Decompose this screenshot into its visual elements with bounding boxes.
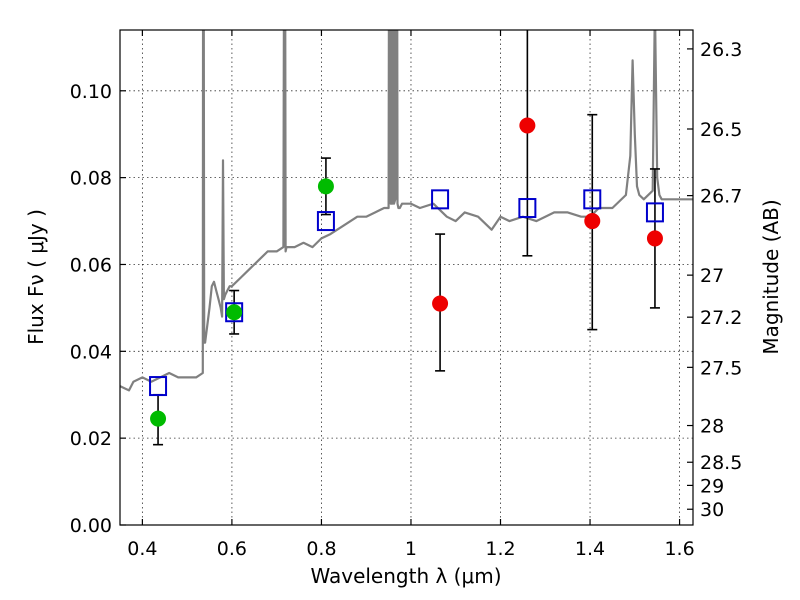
data-point: [519, 117, 536, 134]
plot-area: [120, 30, 693, 446]
y-tick-label: 0.10: [70, 81, 112, 103]
y-tick-label: 0.02: [70, 428, 112, 450]
y-tick-label: 0.04: [70, 341, 112, 363]
y-axis-label: Flux Fν ( μJy ): [24, 209, 48, 345]
x-axis-label: Wavelength λ (μm): [310, 564, 501, 588]
x-tick-label: 0.6: [217, 538, 247, 560]
x-tick-label: 0.4: [127, 538, 157, 560]
mag-tick-label: 27: [700, 265, 724, 287]
mag-tick-label: 26.5: [700, 119, 742, 141]
mag-tick-label: 26.7: [700, 186, 742, 208]
x-tick-label: 0.8: [306, 538, 336, 560]
mag-tick-label: 28.5: [700, 452, 742, 474]
y-tick-label: 0.08: [70, 168, 112, 190]
model-point: [645, 202, 664, 223]
mag-tick-label: 26.3: [700, 39, 742, 61]
mag-tick-label: 27.5: [700, 357, 742, 379]
grid-lines: [120, 30, 693, 526]
axes: 0.4 0.6 0.8 1 1.2 1.4 1.6 0.00 0.02 0.04 0.06 0.08 0…: [70, 30, 742, 560]
data-point: [432, 295, 449, 312]
mag-tick-label: 28: [700, 416, 724, 438]
model-point: [316, 211, 335, 232]
mag-tick-label: 27.2: [700, 307, 742, 329]
mag-tick-label: 29: [700, 475, 724, 497]
data-point: [646, 230, 663, 247]
data-point: [226, 304, 243, 321]
y-tick-label: 0.00: [70, 515, 112, 537]
x-tick-label: 1.2: [485, 538, 515, 560]
data-point: [150, 410, 167, 427]
mag-tick-label: 30: [700, 499, 724, 521]
spectrum-line: [120, 30, 693, 392]
x-tick-label: 1.6: [664, 538, 694, 560]
plot-frame: [119, 29, 694, 526]
model-point: [149, 376, 168, 397]
model-point: [518, 198, 537, 219]
data-point: [584, 213, 601, 230]
model-point: [583, 189, 602, 210]
x-tick-label: 1: [405, 538, 417, 560]
x-tick-label: 1.4: [575, 538, 605, 560]
data-point: [317, 178, 334, 195]
y-tick-label: 0.06: [70, 254, 112, 276]
model-point: [431, 189, 450, 210]
y-axis-label-right: Magnitude (AB): [759, 199, 783, 354]
